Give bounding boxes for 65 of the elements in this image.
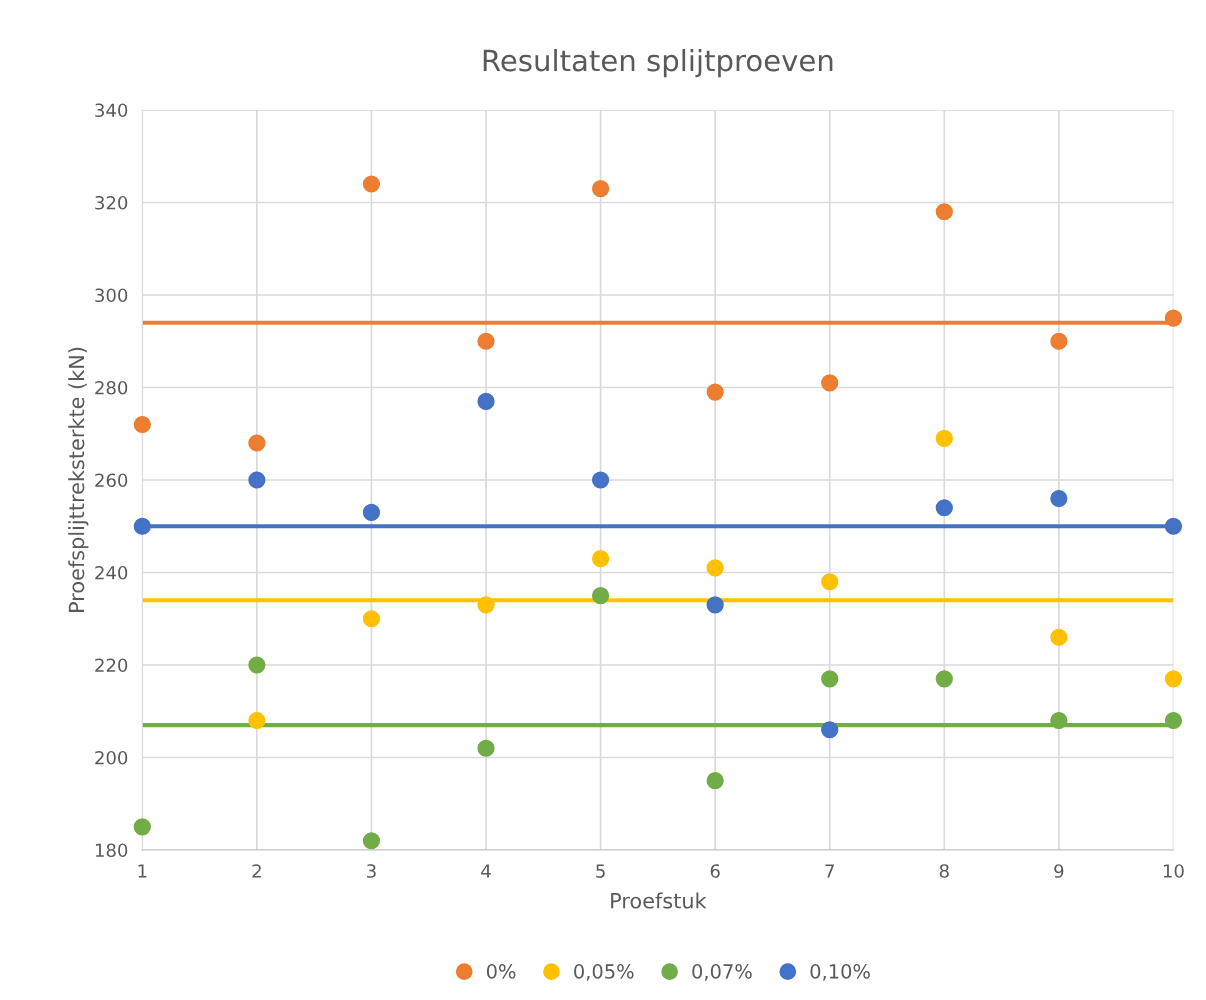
legend-label: 0,05% xyxy=(574,964,634,981)
point xyxy=(1050,628,1068,646)
point xyxy=(1164,309,1183,327)
point xyxy=(477,332,495,350)
x-tick-label: 5 xyxy=(596,864,605,878)
point xyxy=(1164,670,1183,688)
y-tick-label: 340 xyxy=(95,103,128,118)
point xyxy=(821,721,839,739)
point xyxy=(591,550,610,568)
legend-label: 0,10% xyxy=(810,964,870,981)
point xyxy=(248,434,266,452)
y-tick-label: 180 xyxy=(95,843,128,858)
chart-title: Resultaten splijtproeven xyxy=(483,48,833,78)
point xyxy=(362,503,381,521)
y-tick-label: 260 xyxy=(95,473,128,488)
point xyxy=(1050,332,1068,350)
point xyxy=(821,374,839,392)
point xyxy=(591,180,610,198)
point xyxy=(591,471,610,489)
point xyxy=(935,203,953,221)
point xyxy=(477,596,495,614)
point xyxy=(1164,711,1183,730)
point xyxy=(477,739,495,757)
point xyxy=(362,832,381,850)
point xyxy=(935,429,953,447)
x-tick-label: 9 xyxy=(1054,864,1064,878)
x-tick-label: 4 xyxy=(481,864,491,878)
point xyxy=(1050,489,1068,508)
point xyxy=(821,573,839,591)
point xyxy=(133,818,151,836)
point xyxy=(362,175,381,193)
point xyxy=(706,772,724,790)
point xyxy=(1164,517,1183,535)
point xyxy=(935,499,953,517)
point xyxy=(706,596,724,614)
point xyxy=(706,559,724,577)
x-tick-label: 3 xyxy=(367,864,376,878)
point xyxy=(821,670,839,688)
point xyxy=(133,517,151,535)
x-tick-label: 2 xyxy=(252,864,261,878)
point xyxy=(477,392,495,410)
y-axis-title: Proefsplijttreksterkte (kN) xyxy=(68,347,89,612)
y-tick-label: 320 xyxy=(95,195,128,210)
point xyxy=(248,471,266,489)
legend-label: 0% xyxy=(486,964,516,979)
point xyxy=(706,383,724,401)
x-tick-label: 10 xyxy=(1163,864,1184,878)
point xyxy=(1050,711,1068,730)
point xyxy=(591,587,610,605)
y-tick-label: 240 xyxy=(95,565,128,580)
legend-label: 0,07% xyxy=(692,964,752,981)
y-tick-label: 280 xyxy=(95,380,128,395)
x-axis-title: Proefstuk xyxy=(611,892,707,909)
point xyxy=(935,670,953,688)
y-tick-label: 220 xyxy=(95,658,128,673)
x-tick-label: 8 xyxy=(939,864,949,878)
point xyxy=(248,656,266,674)
x-tick-label: 7 xyxy=(825,864,834,878)
x-tick-label: 1 xyxy=(138,864,147,878)
point xyxy=(133,415,151,434)
point xyxy=(248,711,266,730)
y-tick-label: 300 xyxy=(95,288,128,303)
y-tick-label: 200 xyxy=(95,750,128,765)
point xyxy=(362,610,381,628)
x-tick-label: 6 xyxy=(710,864,720,878)
